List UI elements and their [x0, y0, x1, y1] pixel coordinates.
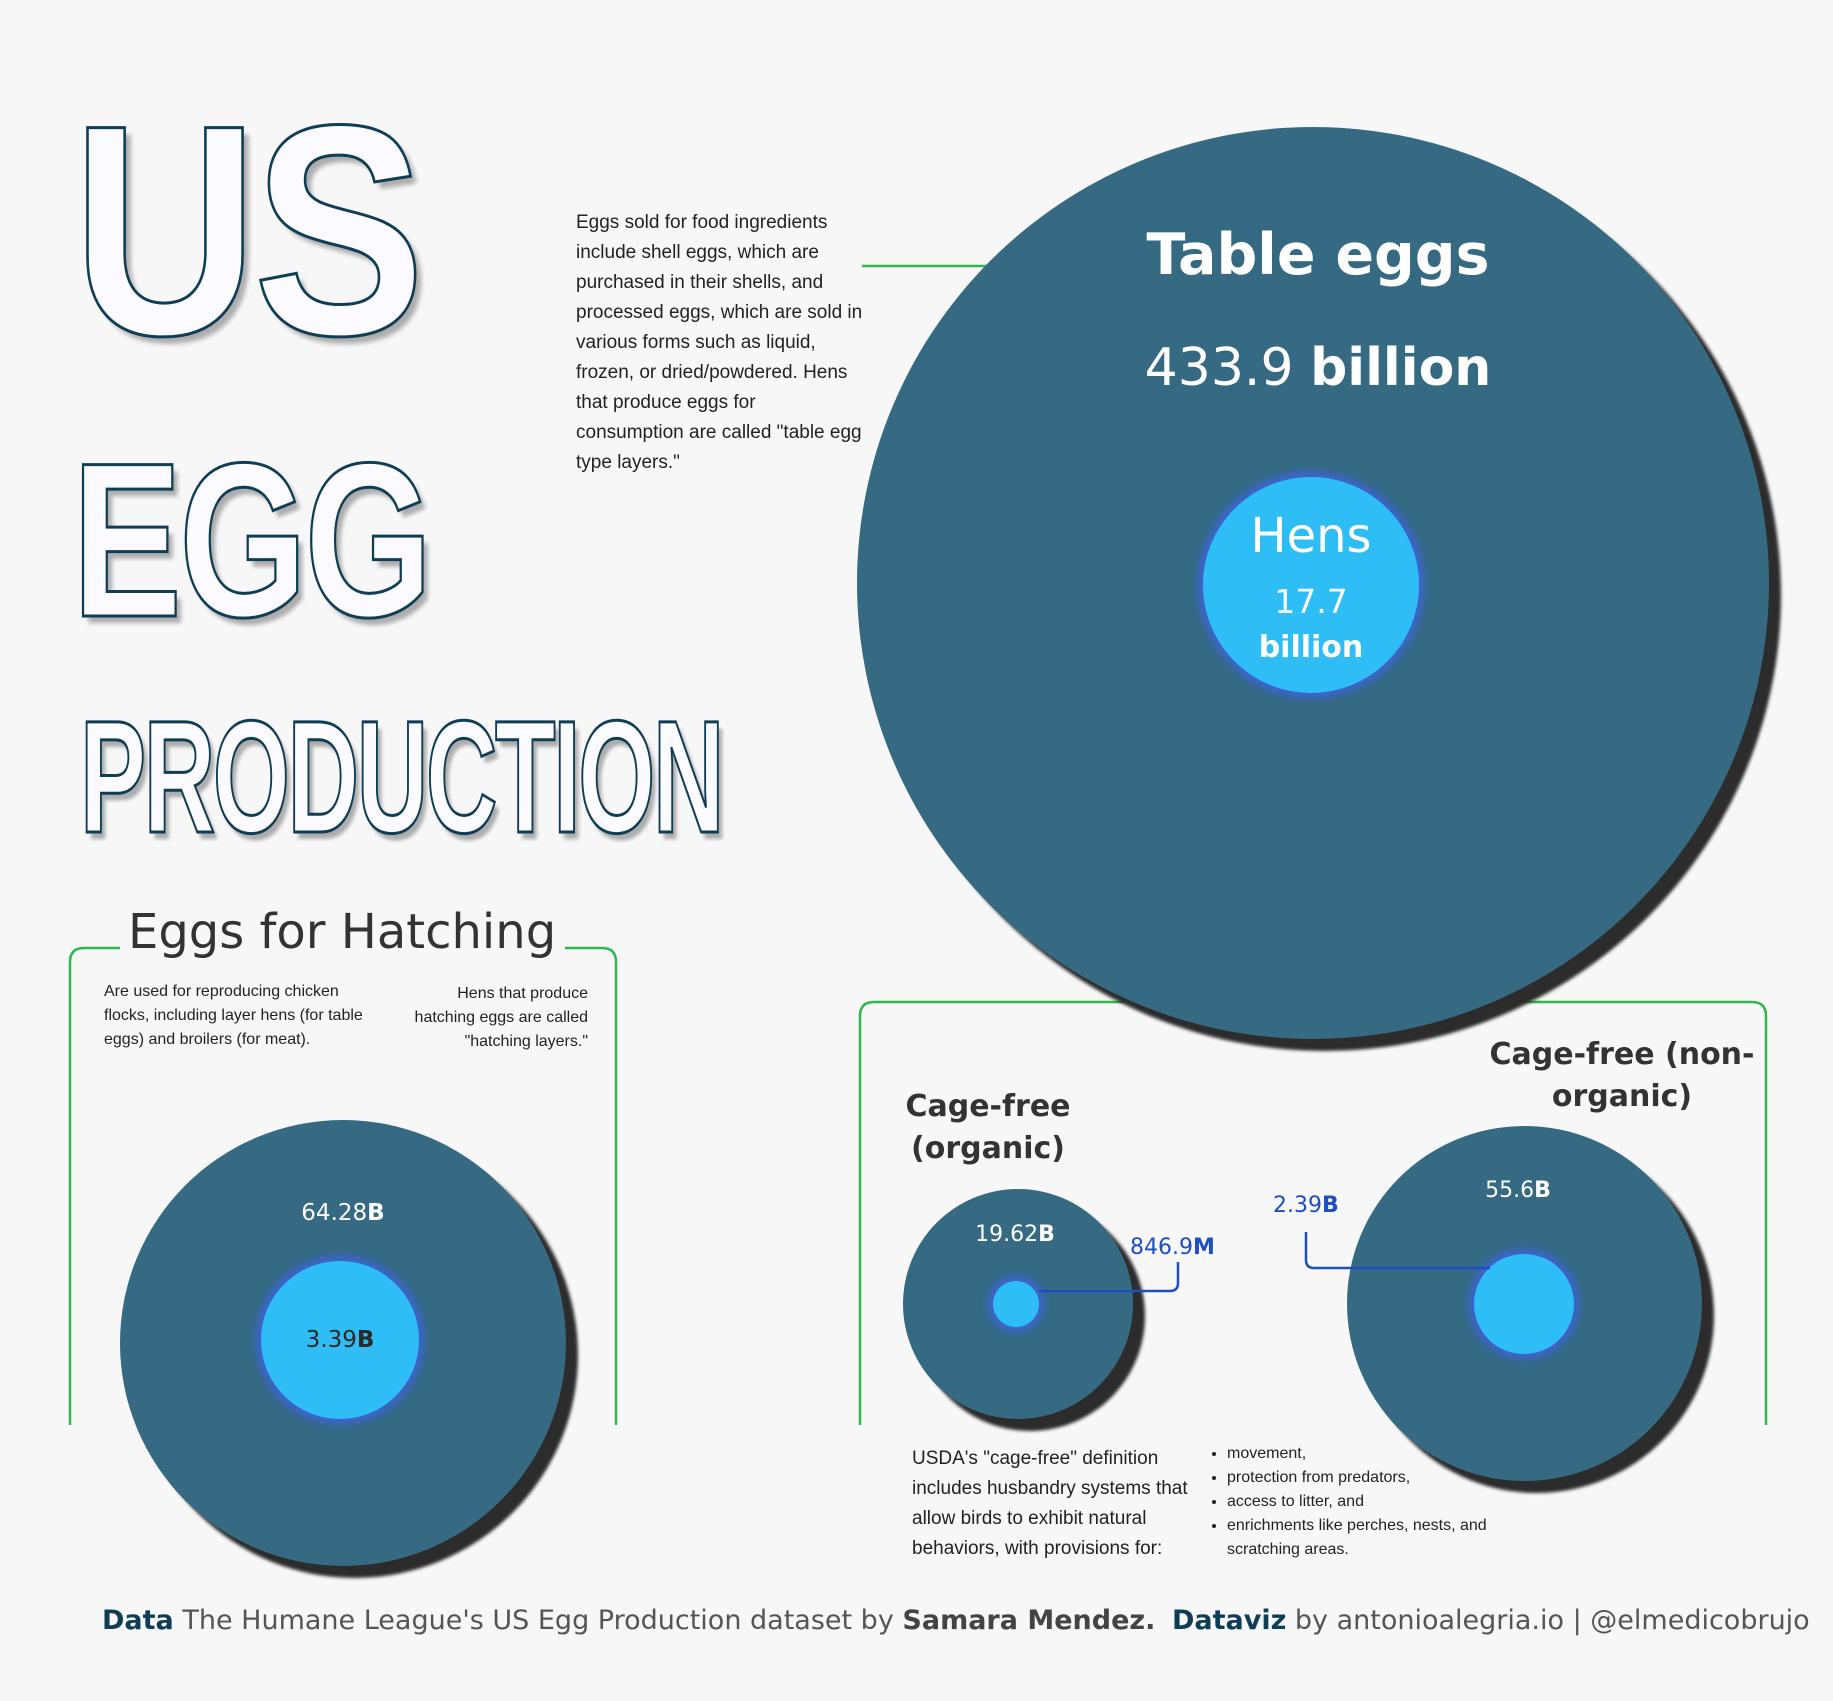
- footer-dataviz-label: Dataviz: [1171, 1605, 1287, 1636]
- hatching-bracket: [68, 946, 618, 1425]
- non-organic-hens-circle: [1474, 1254, 1574, 1354]
- footer-data-label: Data: [102, 1605, 174, 1636]
- table-hens-circle: [1203, 477, 1419, 693]
- organic-eggs-number: 19.62: [975, 1222, 1039, 1247]
- organic-hens-circle: [993, 1281, 1039, 1327]
- organic-hens-number: 846.9: [1130, 1235, 1193, 1260]
- organic-eggs-unit: B: [1038, 1222, 1055, 1247]
- table-eggs-description: Eggs sold for food ingredients include s…: [576, 212, 863, 473]
- hatching-note-right: Hens that produce hatching eggs are call…: [414, 985, 588, 1050]
- non-organic-eggs-number: 55.6: [1485, 1178, 1535, 1203]
- cage-free-definition: USDA's "cage-free" definition includes h…: [912, 1448, 1188, 1559]
- hatching-hens-number: 3.39: [305, 1327, 357, 1353]
- non-organic-eggs-value: 55.6B: [1418, 1178, 1618, 1203]
- hatching-eggs-value: 64.28B: [243, 1200, 443, 1226]
- cage-free-bracket: [858, 1000, 1768, 1425]
- table-hens-label: Hens: [1250, 508, 1372, 564]
- hatching-hens-unit: B: [356, 1327, 375, 1353]
- table-eggs-number: 433.9: [1144, 338, 1294, 398]
- provision-item: access to litter, and: [1227, 1490, 1490, 1514]
- non-organic-hens-unit: B: [1321, 1193, 1339, 1218]
- non-organic-hens-value: 2.39B: [1273, 1193, 1339, 1218]
- hatching-eggs-number: 64.28: [301, 1200, 368, 1226]
- provision-item: enrichments like perches, nests, and scr…: [1227, 1514, 1490, 1562]
- non-organic-eggs-unit: B: [1534, 1178, 1551, 1203]
- footer-author: Samara Mendez.: [902, 1605, 1156, 1636]
- hatching-heading: Eggs for Hatching: [128, 904, 557, 960]
- cage-free-provisions: movement, protection from predators, acc…: [1205, 1442, 1490, 1562]
- footer-data-text: The Humane League's US Egg Production da…: [182, 1605, 894, 1636]
- hatching-hens-circle: [261, 1261, 419, 1419]
- footer: Data The Humane League's US Egg Producti…: [102, 1605, 1810, 1636]
- provision-item: protection from predators,: [1227, 1466, 1490, 1490]
- title-production: PRODUCTION: [79, 687, 725, 866]
- organic-hens-callout-line: [1039, 1262, 1180, 1293]
- organic-eggs-value: 19.62B: [915, 1222, 1115, 1247]
- table-eggs-value: 433.9 billion: [1018, 338, 1618, 398]
- organic-hens-unit: M: [1192, 1235, 1215, 1260]
- title-egg: EGG: [71, 417, 434, 663]
- table-hens-number: 17.7: [1274, 582, 1348, 621]
- title-us: US: [71, 62, 427, 398]
- cage-free-organic-heading: Cage-free (organic): [905, 1089, 1071, 1166]
- cage-free-non-organic-heading: Cage-free (non-organic): [1489, 1037, 1755, 1114]
- table-hens-unit: billion: [1258, 630, 1364, 665]
- non-organic-hens-callout-line: [1304, 1232, 1490, 1270]
- non-organic-hens-number: 2.39: [1273, 1193, 1322, 1218]
- hatching-eggs-unit: B: [367, 1200, 385, 1226]
- table-eggs-unit: billion: [1310, 338, 1492, 398]
- provision-item: movement,: [1227, 1442, 1490, 1466]
- organic-hens-value: 846.9M: [1130, 1235, 1215, 1260]
- table-eggs-heading: Table eggs: [1146, 222, 1490, 288]
- hatching-hens-value: 3.39B: [240, 1327, 440, 1353]
- provisions-list: movement, protection from predators, acc…: [1205, 1442, 1490, 1562]
- footer-dataviz-text: by antonioalegria.io | @elmedicobrujo: [1294, 1605, 1810, 1636]
- hatching-note-left: Are used for reproducing chicken flocks,…: [104, 983, 363, 1048]
